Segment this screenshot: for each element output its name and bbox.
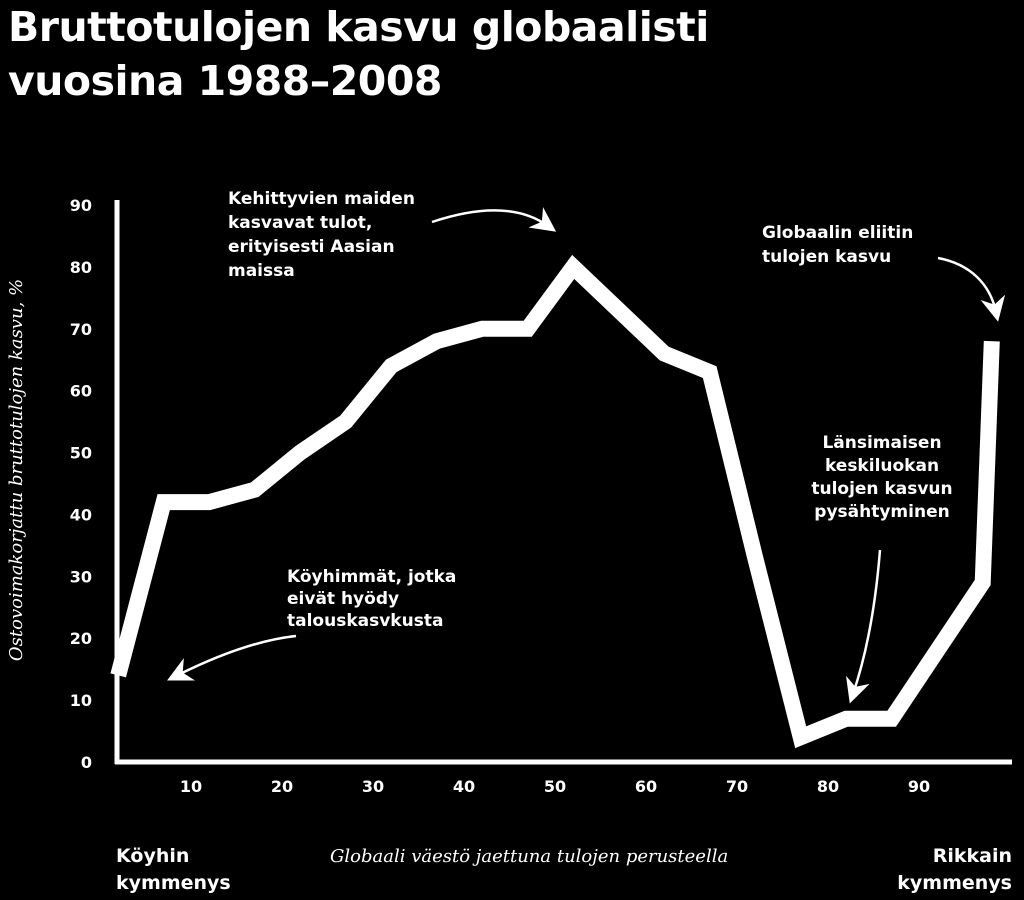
annotation-text: Kehittyvien maiden kasvavat tulot, erityis… <box>228 189 415 281</box>
annotation: Kehittyvien maiden kasvavat tulot, erityis… <box>228 189 557 281</box>
annotation-line: tulojen kasvun <box>811 479 952 499</box>
x-tick-label: 50 <box>544 777 566 796</box>
x-tick-label: 90 <box>908 777 930 796</box>
y-axis-title: Ostovoimakorjattu bruttotulojen kasvu, % <box>6 279 27 661</box>
y-tick-label: 10 <box>70 691 92 710</box>
y-tick-label: 30 <box>70 567 92 586</box>
x-tick-label: 70 <box>726 777 748 796</box>
x-tick-label: 60 <box>635 777 657 796</box>
richest-decile-line-2: kymmenys <box>897 872 1012 894</box>
annotation-arrow-icon <box>937 256 1006 322</box>
annotation: Globaalin eliitin tulojen kasvu <box>762 223 1006 322</box>
title-line-1: Bruttotulojen kasvu globaalisti <box>8 3 709 51</box>
annotation-arrow-icon <box>846 549 882 704</box>
annotation-line: maissa <box>228 261 295 281</box>
y-tick-label: 90 <box>70 196 92 215</box>
annotation-arrow-icon <box>167 634 297 681</box>
y-tick-label: 20 <box>70 629 92 648</box>
annotation-line: Länsimaisen <box>822 433 941 453</box>
poorest-decile-label: Köyhin kymmenys <box>116 843 231 897</box>
annotation-line: Kehittyvien maiden <box>228 189 415 209</box>
x-tick-label: 80 <box>817 777 839 796</box>
y-tick-label: 60 <box>70 382 92 401</box>
title-line-2: vuosina 1988–2008 <box>8 57 442 105</box>
annotation-line: keskiluokan <box>825 456 939 476</box>
annotation-line: pysähtyminen <box>814 502 949 522</box>
x-tick-label: 40 <box>453 777 475 796</box>
y-tick-label: 0 <box>81 753 92 772</box>
annotation: Köyhimmät, jotka eivät hyödy talouskasvkus… <box>167 567 456 681</box>
annotation-line: eivät hyödy <box>287 589 399 609</box>
y-tick-label: 70 <box>70 320 92 339</box>
poorest-decile-line-1: Köyhin <box>116 845 190 867</box>
annotation-line: Köyhimmät, jotka <box>287 567 456 587</box>
annotations: Kehittyvien maiden kasvavat tulot, erityis… <box>167 189 1006 704</box>
y-tick-label: 40 <box>70 505 92 524</box>
series-line <box>110 254 1000 749</box>
annotation-text: Globaalin eliitin tulojen kasvu <box>762 223 913 267</box>
annotation-text: Länsimaisen keskiluokan tulojen kasvun pysä… <box>811 433 952 522</box>
x-tick-label: 10 <box>180 777 202 796</box>
y-tick-label: 80 <box>70 258 92 277</box>
y-tick-label: 50 <box>70 444 92 463</box>
x-tick-label: 20 <box>271 777 293 796</box>
tick-labels: 0 10 20 30 40 50 60 70 80 90 10 20 30 40 50 60 70 80 90 <box>70 196 930 796</box>
chart-title: Bruttotulojen kasvu globaalisti vuosina … <box>8 0 1008 108</box>
annotation-arrow-icon <box>431 207 557 232</box>
poorest-decile-line-2: kymmenys <box>116 872 231 894</box>
annotation-line: Globaalin eliitin <box>762 223 913 243</box>
annotation-line: kasvavat tulot, <box>228 213 372 233</box>
annotation-text: Köyhimmät, jotka eivät hyödy talouskasvkus… <box>287 567 456 631</box>
annotation-line: tulojen kasvu <box>762 247 891 267</box>
richest-decile-line-1: Rikkain <box>932 845 1012 867</box>
x-axis-title: Globaali väestö jaettuna tulojen peruste… <box>330 846 729 867</box>
x-tick-label: 30 <box>362 777 384 796</box>
annotation-line: talouskasvkusta <box>287 611 443 631</box>
annotation-line: erityisesti Aasian <box>228 237 395 257</box>
series-layer <box>110 254 1000 749</box>
annotation: Länsimaisen keskiluokan tulojen kasvun pysä… <box>811 433 953 704</box>
richest-decile-label: Rikkain kymmenys <box>897 843 1012 897</box>
